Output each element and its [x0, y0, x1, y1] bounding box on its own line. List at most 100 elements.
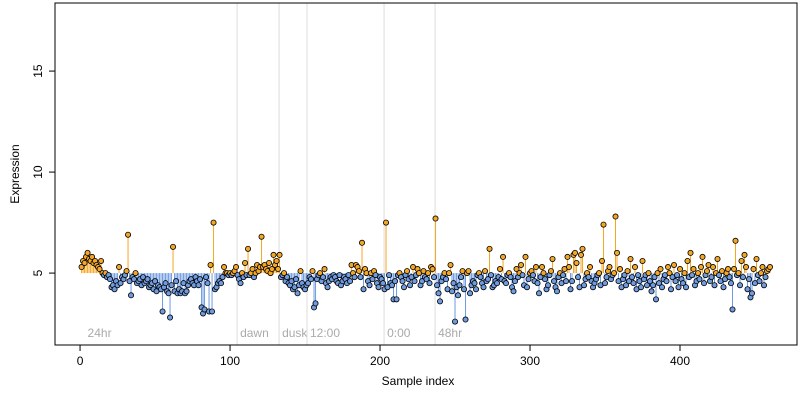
point — [654, 270, 661, 277]
point — [503, 280, 510, 287]
point — [455, 292, 462, 299]
point — [668, 286, 675, 293]
point — [624, 268, 631, 275]
point — [699, 253, 706, 260]
point — [683, 284, 690, 291]
point — [96, 266, 103, 273]
point — [78, 264, 85, 271]
annotation: dawn — [240, 326, 269, 340]
point — [284, 274, 291, 281]
point — [432, 215, 439, 222]
y-tick-label: 10 — [31, 165, 45, 179]
point — [548, 268, 555, 275]
point — [423, 276, 430, 283]
point — [536, 290, 543, 297]
point — [219, 274, 226, 281]
point — [651, 274, 658, 281]
point — [674, 272, 681, 279]
point — [249, 266, 256, 273]
point — [606, 264, 613, 271]
point — [173, 278, 180, 285]
point — [488, 272, 495, 279]
point — [497, 266, 504, 273]
point — [84, 249, 91, 256]
point — [162, 280, 169, 287]
point — [407, 282, 414, 289]
point — [711, 282, 718, 289]
point — [756, 278, 763, 285]
point — [725, 266, 732, 273]
point — [728, 280, 735, 287]
point — [204, 280, 211, 287]
point — [600, 221, 607, 228]
point — [645, 270, 652, 277]
point — [210, 219, 217, 226]
point — [666, 270, 673, 277]
point — [554, 288, 561, 295]
point — [656, 280, 663, 287]
point — [165, 290, 172, 297]
point — [519, 272, 526, 279]
point — [128, 292, 135, 299]
point — [629, 274, 636, 281]
point — [578, 251, 585, 258]
point — [462, 316, 469, 323]
point — [366, 282, 373, 289]
point — [677, 266, 684, 273]
point — [242, 259, 249, 266]
point — [644, 282, 651, 289]
point — [575, 274, 582, 281]
point — [447, 262, 454, 269]
point — [359, 239, 366, 246]
point — [380, 280, 387, 287]
point — [720, 284, 727, 291]
point — [309, 268, 316, 275]
point — [539, 264, 546, 271]
point — [533, 264, 540, 271]
point — [123, 268, 130, 275]
annotation: 48hr — [438, 326, 462, 340]
x-tick-label: 100 — [220, 354, 240, 368]
point — [233, 264, 240, 271]
point — [461, 286, 468, 293]
point — [281, 270, 288, 277]
point — [513, 266, 520, 273]
point — [294, 290, 301, 297]
point — [696, 276, 703, 283]
point — [569, 278, 576, 285]
point — [375, 284, 382, 291]
point — [386, 272, 393, 279]
point — [132, 270, 139, 277]
point — [599, 257, 606, 264]
point — [710, 264, 717, 271]
point — [383, 219, 390, 226]
point — [450, 280, 457, 287]
point — [708, 274, 715, 281]
point — [360, 286, 367, 293]
point — [566, 264, 573, 271]
point — [563, 278, 570, 285]
point — [276, 251, 283, 258]
point — [446, 270, 453, 277]
point — [494, 280, 501, 287]
x-tick-label: 0 — [77, 354, 84, 368]
point — [716, 272, 723, 279]
point — [237, 280, 244, 287]
point — [525, 276, 532, 283]
point — [111, 286, 118, 293]
point — [443, 276, 450, 283]
point — [273, 257, 280, 264]
point — [726, 274, 733, 281]
point — [596, 270, 603, 277]
point — [411, 278, 418, 285]
point — [587, 264, 594, 271]
point — [297, 268, 304, 275]
point — [638, 284, 645, 291]
point — [266, 259, 273, 266]
point — [449, 288, 456, 295]
point — [653, 296, 660, 303]
point — [437, 298, 444, 305]
point — [452, 318, 459, 325]
annotation: 0:00 — [387, 326, 411, 340]
x-tick-label: 200 — [370, 354, 390, 368]
